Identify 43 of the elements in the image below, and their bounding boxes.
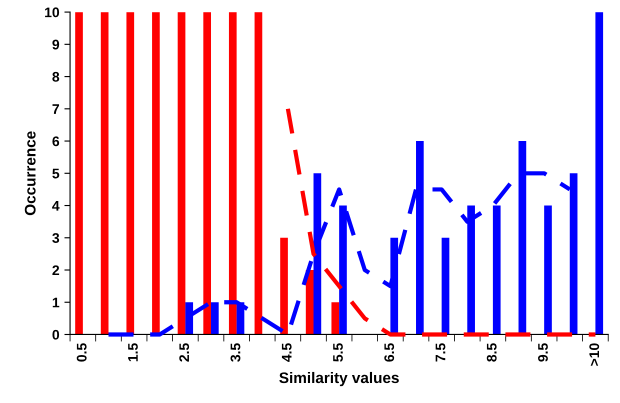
bar xyxy=(544,206,552,334)
x-tick-label: 3.5 xyxy=(230,343,240,362)
x-tick-label: >10 xyxy=(589,343,600,366)
x-tick-label: 5.5 xyxy=(333,343,343,362)
y-tick-label: 1 xyxy=(52,298,60,308)
bar xyxy=(339,206,347,334)
x-axis-title: Similarity values xyxy=(279,372,399,386)
bar xyxy=(306,270,314,334)
bar xyxy=(126,12,134,334)
y-tick-label: 8 xyxy=(52,72,60,82)
y-tick-label: 4 xyxy=(52,201,60,211)
x-tick-label: 9.5 xyxy=(538,343,548,362)
bar xyxy=(203,12,212,334)
y-tick-label: 2 xyxy=(52,265,60,276)
x-tick-label: 0.5 xyxy=(76,343,87,362)
line-series xyxy=(286,106,598,337)
y-tick-label: 9 xyxy=(52,40,60,50)
x-tick-label: 2.5 xyxy=(179,343,190,362)
bar xyxy=(75,12,83,334)
y-tick-label: 6 xyxy=(52,136,60,146)
bar xyxy=(178,12,186,334)
bar xyxy=(492,206,501,334)
x-tick-label: 4.5 xyxy=(282,343,292,362)
bar xyxy=(254,12,262,334)
x-tick-label: 7.5 xyxy=(436,343,446,362)
y-tick-label: 5 xyxy=(52,168,60,178)
bar xyxy=(442,238,450,334)
x-tick-label: 6.5 xyxy=(384,343,394,362)
bar xyxy=(595,12,604,334)
bar xyxy=(280,238,288,334)
x-tick-label: 1.5 xyxy=(128,343,138,362)
bar xyxy=(211,302,219,334)
bar xyxy=(467,206,475,334)
bar xyxy=(100,12,108,334)
bar xyxy=(331,302,340,334)
y-tick-label: 10 xyxy=(45,7,60,18)
bar xyxy=(152,12,160,334)
y-tick-label: 0 xyxy=(52,330,60,340)
y-axis-title: Occurrence xyxy=(24,131,36,216)
y-tick-label: 3 xyxy=(52,233,60,243)
y-tick-label: 7 xyxy=(52,104,60,114)
bar xyxy=(228,12,237,334)
x-tick-label: 8.5 xyxy=(486,343,497,362)
